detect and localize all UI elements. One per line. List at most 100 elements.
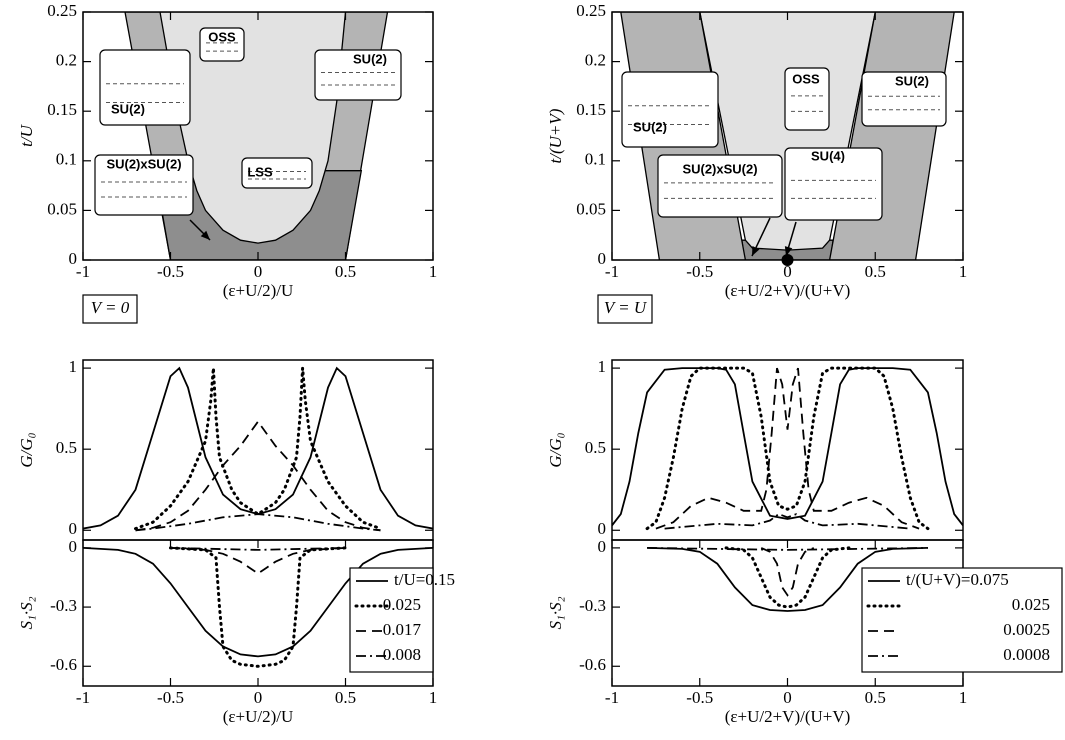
x-tick-label: -1 <box>605 262 619 281</box>
x-axis-label: (ε+U/2+V)/(U+V) <box>725 707 851 726</box>
curve <box>724 546 851 609</box>
y-tick-label: 0 <box>598 537 607 556</box>
inset-label: SU(2) <box>633 119 667 134</box>
y-tick-label: -0.6 <box>579 655 606 674</box>
inset-label: SU(2) <box>353 51 387 66</box>
y-tick-label: 0.25 <box>47 1 77 20</box>
curve <box>170 547 346 551</box>
curve <box>664 513 911 530</box>
y-tick-label: -0.6 <box>50 655 77 674</box>
y-axis-label: S₁·S₂ <box>546 596 565 629</box>
x-tick-label: 0 <box>254 262 263 281</box>
y-tick-label: 0.1 <box>585 150 606 169</box>
annotation: V = U <box>604 298 648 317</box>
y-tick-label: 0.2 <box>585 51 606 70</box>
x-tick-label: 1 <box>429 688 438 707</box>
x-axis-label: (ε+U/2)/U <box>223 707 294 726</box>
x-tick-label: -0.5 <box>686 688 713 707</box>
y-tick-label: 0 <box>598 519 607 538</box>
y-tick-label: 0 <box>69 519 78 538</box>
inset-box <box>621 71 719 148</box>
curve <box>169 546 347 668</box>
x-axis-label: (ε+U/2+V)/(U+V) <box>725 281 851 300</box>
legend-label: 0.017 <box>383 620 422 639</box>
annotation-box <box>82 294 138 324</box>
x-tick-label: 0.5 <box>865 688 886 707</box>
inset-box <box>99 49 191 126</box>
legend-label: t/(U+V)=0.075 <box>906 570 1009 589</box>
y-tick-label: 0.2 <box>56 51 77 70</box>
legend-box <box>349 567 434 673</box>
curve <box>83 547 433 658</box>
curve <box>135 420 381 532</box>
x-tick-label: -1 <box>76 688 90 707</box>
inset-box <box>199 27 245 62</box>
y-tick-label: 0 <box>69 537 78 556</box>
y-axis-label: t/(U+V) <box>546 108 565 163</box>
annotation: V = 0 <box>91 298 130 317</box>
inset-label: SU(4) <box>811 148 845 163</box>
y-axis-label: G/G₀ <box>17 432 36 467</box>
legend-box <box>861 567 1063 673</box>
curve <box>612 367 963 526</box>
y-tick-label: 0 <box>69 249 78 268</box>
legend-label: 0.0025 <box>1003 620 1050 639</box>
curve <box>647 547 928 612</box>
plot-area <box>612 366 963 531</box>
inset-label: OSS <box>792 71 820 86</box>
inset-box <box>861 71 947 127</box>
inset-box <box>314 49 402 101</box>
legend-label: 0.025 <box>383 595 421 614</box>
arrow-head <box>784 246 793 256</box>
plot-area <box>83 366 433 532</box>
arrow-head <box>752 246 760 256</box>
y-tick-label: 0.5 <box>56 438 77 457</box>
inset-label: LSS <box>247 164 273 179</box>
curve <box>647 547 928 551</box>
y-tick-label: 0.5 <box>585 438 606 457</box>
y-tick-label: 0 <box>598 249 607 268</box>
x-tick-label: -1 <box>605 688 619 707</box>
legend-label: 0.025 <box>1012 595 1050 614</box>
plot-area <box>124 12 389 260</box>
x-tick-label: 0 <box>783 688 792 707</box>
x-tick-label: -0.5 <box>686 262 713 281</box>
y-tick-label: 0.05 <box>47 199 77 218</box>
x-tick-label: 0.5 <box>335 262 356 281</box>
arrow-head <box>200 230 210 240</box>
inset-box <box>94 154 194 216</box>
inset-box <box>241 157 313 189</box>
y-tick-label: 1 <box>69 357 78 376</box>
legend-label: 0.008 <box>383 645 421 664</box>
y-axis-label: S₁·S₂ <box>17 596 36 629</box>
x-tick-label: -0.5 <box>157 262 184 281</box>
inset-label: SU(2)xSU(2) <box>682 161 757 176</box>
y-tick-label: 0.05 <box>576 199 606 218</box>
y-tick-label: 0.15 <box>47 100 77 119</box>
inset-box <box>784 147 883 221</box>
inset-label: OSS <box>208 29 236 44</box>
y-tick-label: -0.3 <box>50 596 77 615</box>
x-tick-label: 0.5 <box>865 262 886 281</box>
x-tick-label: 1 <box>959 688 968 707</box>
inset-label: SU(2)xSU(2) <box>106 156 181 171</box>
annotation-box <box>597 294 653 324</box>
y-tick-label: 0.1 <box>56 150 77 169</box>
y-tick-label: -0.3 <box>579 596 606 615</box>
plot-area <box>647 546 928 612</box>
y-axis-label: G/G₀ <box>546 432 565 467</box>
x-tick-label: -1 <box>76 262 90 281</box>
y-axis-label: t/U <box>17 123 36 146</box>
y-tick-label: 0.15 <box>576 100 606 119</box>
plot-area <box>83 546 433 668</box>
y-tick-label: 1 <box>598 357 607 376</box>
x-tick-label: 1 <box>959 262 968 281</box>
curve <box>760 547 815 597</box>
curve <box>655 367 920 530</box>
inset-box <box>784 67 830 131</box>
inset-label: SU(2) <box>895 73 929 88</box>
curve <box>134 367 382 531</box>
x-tick-label: 1 <box>429 262 438 281</box>
y-tick-label: 0.25 <box>576 1 606 20</box>
